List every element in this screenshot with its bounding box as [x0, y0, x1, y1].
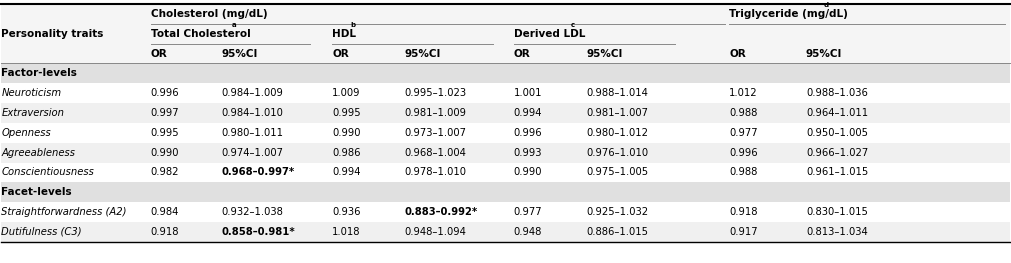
Text: b: b [350, 22, 355, 28]
Text: 0.968–0.997*: 0.968–0.997* [221, 168, 294, 178]
Text: 0.883–0.992*: 0.883–0.992* [404, 207, 478, 217]
Text: a: a [232, 22, 236, 28]
Text: 0.917: 0.917 [729, 227, 758, 237]
Text: HDL: HDL [332, 29, 356, 39]
Bar [1, 103, 1010, 123]
Text: 0.830–1.015: 0.830–1.015 [806, 207, 867, 217]
Text: 95%CI: 95%CI [586, 49, 623, 59]
Text: Openness: Openness [1, 128, 52, 138]
Text: Agreeableness: Agreeableness [1, 148, 76, 158]
Text: Conscientiousness: Conscientiousness [1, 168, 94, 178]
Text: 0.984–1.009: 0.984–1.009 [221, 88, 283, 98]
Text: d: d [824, 2, 829, 8]
Text: 0.988: 0.988 [729, 168, 757, 178]
Text: 0.990: 0.990 [332, 128, 361, 138]
Text: 1.001: 1.001 [514, 88, 542, 98]
Text: 1.018: 1.018 [332, 227, 361, 237]
Text: 0.988–1.036: 0.988–1.036 [806, 88, 867, 98]
Bar [1, 143, 1010, 163]
Text: 0.948: 0.948 [514, 227, 542, 237]
Text: 0.982: 0.982 [151, 168, 179, 178]
Bar [1, 44, 1010, 63]
Text: 0.886–1.015: 0.886–1.015 [586, 227, 648, 237]
Text: 0.950–1.005: 0.950–1.005 [806, 128, 868, 138]
Bar [1, 182, 1010, 202]
Text: 95%CI: 95%CI [221, 49, 258, 59]
Text: 95%CI: 95%CI [806, 49, 842, 59]
Text: Factor-levels: Factor-levels [1, 68, 77, 78]
Text: 0.918: 0.918 [151, 227, 179, 237]
Text: 0.978–1.010: 0.978–1.010 [404, 168, 467, 178]
Text: 0.994: 0.994 [514, 108, 542, 118]
Text: 0.858–0.981*: 0.858–0.981* [221, 227, 295, 237]
Text: 0.995–1.023: 0.995–1.023 [404, 88, 467, 98]
Text: Extraversion: Extraversion [1, 108, 65, 118]
Bar [1, 63, 1010, 83]
Text: 0.973–1.007: 0.973–1.007 [404, 128, 467, 138]
Text: 0.997: 0.997 [151, 108, 179, 118]
Text: c: c [571, 22, 575, 28]
Text: Facet-levels: Facet-levels [1, 187, 72, 197]
Text: 0.925–1.032: 0.925–1.032 [586, 207, 648, 217]
Text: Cholesterol (mg/dL): Cholesterol (mg/dL) [151, 9, 267, 19]
Text: 0.977: 0.977 [514, 207, 542, 217]
Bar [1, 4, 1010, 24]
Text: Personality traits: Personality traits [1, 29, 104, 39]
Text: 0.932–1.038: 0.932–1.038 [221, 207, 283, 217]
Text: 0.990: 0.990 [514, 168, 542, 178]
Text: 0.993: 0.993 [514, 148, 542, 158]
Text: 0.936: 0.936 [332, 207, 361, 217]
Text: 0.976–1.010: 0.976–1.010 [586, 148, 648, 158]
Text: 95%CI: 95%CI [404, 49, 441, 59]
Text: 0.961–1.015: 0.961–1.015 [806, 168, 868, 178]
Text: 0.980–1.012: 0.980–1.012 [586, 128, 648, 138]
Text: 0.996: 0.996 [729, 148, 758, 158]
Bar [1, 24, 1010, 44]
Text: 0.981–1.007: 0.981–1.007 [586, 108, 648, 118]
Text: OR: OR [729, 49, 746, 59]
Text: 1.009: 1.009 [332, 88, 361, 98]
Text: 0.996: 0.996 [151, 88, 179, 98]
Text: 0.948–1.094: 0.948–1.094 [404, 227, 466, 237]
Text: 0.994: 0.994 [332, 168, 361, 178]
Bar [1, 202, 1010, 222]
Text: 0.990: 0.990 [151, 148, 179, 158]
Text: OR: OR [332, 49, 349, 59]
Text: 0.988–1.014: 0.988–1.014 [586, 88, 648, 98]
Text: Total Cholesterol: Total Cholesterol [151, 29, 251, 39]
Text: 0.918: 0.918 [729, 207, 758, 217]
Text: 1.012: 1.012 [729, 88, 758, 98]
Text: 0.986: 0.986 [332, 148, 361, 158]
Bar [1, 83, 1010, 103]
Text: Triglyceride (mg/dL): Triglyceride (mg/dL) [729, 9, 848, 19]
Text: 0.996: 0.996 [514, 128, 542, 138]
Bar [1, 222, 1010, 242]
Text: 0.977: 0.977 [729, 128, 758, 138]
Bar [1, 163, 1010, 182]
Text: 0.975–1.005: 0.975–1.005 [586, 168, 648, 178]
Text: 0.980–1.011: 0.980–1.011 [221, 128, 283, 138]
Text: Straightforwardness (A2): Straightforwardness (A2) [1, 207, 127, 217]
Text: 0.995: 0.995 [332, 108, 361, 118]
Text: 0.984: 0.984 [151, 207, 179, 217]
Text: 0.964–1.011: 0.964–1.011 [806, 108, 868, 118]
Text: 0.813–1.034: 0.813–1.034 [806, 227, 867, 237]
Text: Dutifulness (C3): Dutifulness (C3) [1, 227, 82, 237]
Text: Derived LDL: Derived LDL [514, 29, 585, 39]
Text: OR: OR [151, 49, 168, 59]
Text: Neuroticism: Neuroticism [1, 88, 62, 98]
Text: 0.995: 0.995 [151, 128, 179, 138]
Bar [1, 123, 1010, 143]
Text: OR: OR [514, 49, 531, 59]
Text: 0.981–1.009: 0.981–1.009 [404, 108, 467, 118]
Text: 0.966–1.027: 0.966–1.027 [806, 148, 868, 158]
Text: 0.984–1.010: 0.984–1.010 [221, 108, 283, 118]
Text: 0.974–1.007: 0.974–1.007 [221, 148, 283, 158]
Text: 0.988: 0.988 [729, 108, 757, 118]
Text: 0.968–1.004: 0.968–1.004 [404, 148, 466, 158]
